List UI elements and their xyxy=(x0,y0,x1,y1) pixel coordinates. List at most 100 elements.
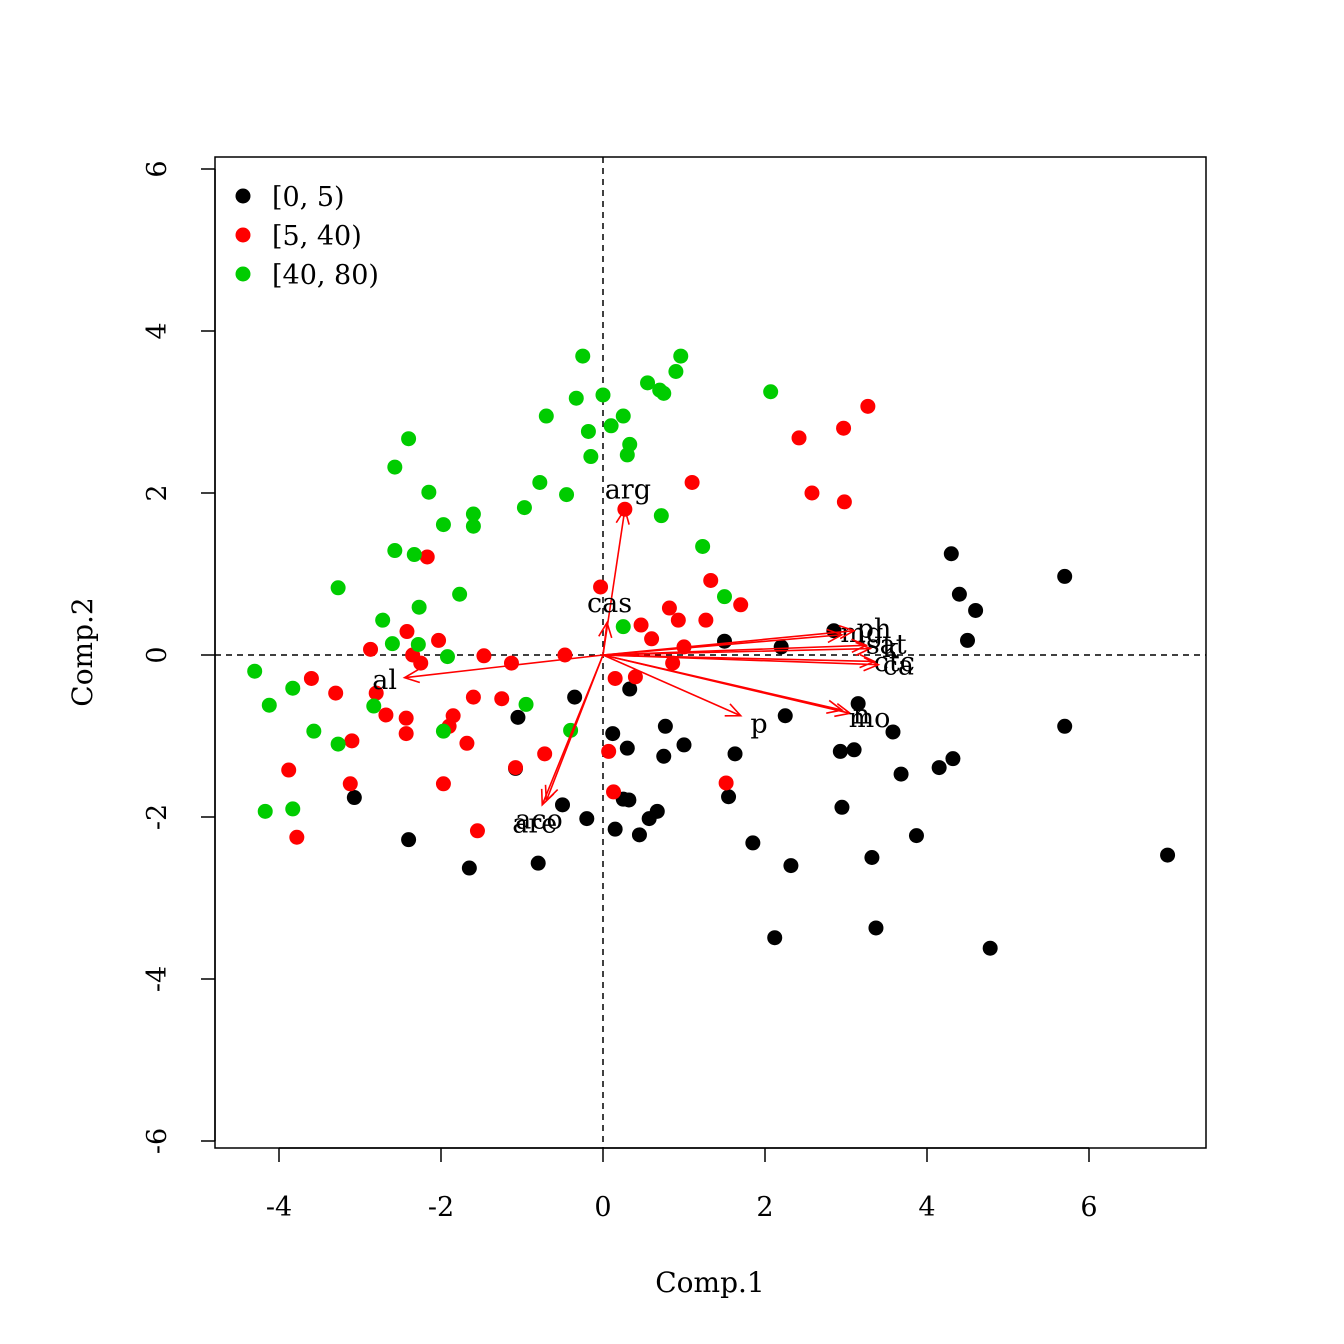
data-point-series-3 xyxy=(656,385,672,401)
data-point-series-3 xyxy=(247,663,263,679)
loading-arrowhead-n xyxy=(826,699,844,714)
loading-arrowhead-ph xyxy=(838,624,857,640)
data-point-series-3 xyxy=(532,474,548,490)
data-point-series-1 xyxy=(943,546,959,562)
y-tick-label: -4 xyxy=(142,966,173,992)
y-tick-label: -6 xyxy=(142,1128,173,1154)
data-point-series-1 xyxy=(1057,568,1073,584)
data-point-series-1 xyxy=(401,832,417,848)
data-point-series-3 xyxy=(465,518,481,534)
data-point-series-2 xyxy=(791,430,807,446)
data-point-series-1 xyxy=(885,724,901,740)
loading-arrowhead-ctc xyxy=(859,653,877,669)
loading-arrowhead-al xyxy=(402,668,421,684)
loading-arrowhead-cas xyxy=(598,620,613,639)
data-point-series-2 xyxy=(661,600,677,616)
loading-arrow-al xyxy=(404,654,604,679)
data-point-series-2 xyxy=(398,726,414,742)
data-point-series-3 xyxy=(375,612,391,628)
data-point-series-2 xyxy=(303,670,319,686)
data-point-series-2 xyxy=(537,746,553,762)
data-point-series-1 xyxy=(727,746,743,762)
data-point-series-2 xyxy=(368,685,384,701)
loading-arrowhead-are xyxy=(540,788,555,807)
x-tick-label: 4 xyxy=(918,1192,935,1223)
loading-arrow-n xyxy=(602,654,843,711)
data-point-series-1 xyxy=(777,708,793,724)
data-point-series-3 xyxy=(387,459,403,475)
data-point-series-1 xyxy=(567,689,583,705)
data-point-series-2 xyxy=(469,823,485,839)
data-point-series-3 xyxy=(518,696,534,712)
data-point-series-3 xyxy=(406,547,422,563)
loading-arrow-sat xyxy=(602,644,867,656)
data-point-series-2 xyxy=(606,784,622,800)
data-point-series-3 xyxy=(366,698,382,714)
data-point-series-2 xyxy=(804,485,820,501)
legend-label: [5, 40) xyxy=(272,221,362,252)
data-point-series-3 xyxy=(538,408,554,424)
data-point-series-3 xyxy=(516,500,532,516)
data-point-series-3 xyxy=(285,801,301,817)
data-point-series-2 xyxy=(607,670,623,686)
data-point-series-1 xyxy=(846,742,862,758)
loading-label-ca: ca xyxy=(883,650,914,681)
data-point-series-3 xyxy=(559,487,575,503)
data-point-series-1 xyxy=(619,740,635,756)
data-point-series-1 xyxy=(868,920,884,936)
data-point-series-2 xyxy=(398,710,414,726)
data-point-series-1 xyxy=(579,811,595,827)
data-point-series-2 xyxy=(281,762,297,778)
data-point-series-1 xyxy=(721,789,737,805)
data-point-series-2 xyxy=(419,549,435,565)
data-point-series-1 xyxy=(832,743,848,759)
data-point-series-2 xyxy=(627,669,643,685)
loading-arrowhead-p xyxy=(724,703,743,717)
data-point-series-1 xyxy=(893,766,909,782)
data-point-series-1 xyxy=(745,835,761,851)
data-point-series-2 xyxy=(665,655,681,671)
data-point-series-2 xyxy=(413,655,429,671)
data-point-series-1 xyxy=(931,760,947,776)
data-point-series-2 xyxy=(494,691,510,707)
data-point-series-3 xyxy=(615,408,631,424)
data-point-series-1 xyxy=(622,681,638,697)
loading-label-sat: sat xyxy=(866,630,907,661)
loading-arrowhead-sat xyxy=(851,638,869,654)
data-point-series-3 xyxy=(435,723,451,739)
data-point-series-1 xyxy=(767,930,783,946)
data-point-series-1 xyxy=(717,633,732,649)
data-point-series-1 xyxy=(783,858,799,874)
loading-label-arg: arg xyxy=(605,474,651,505)
data-point-series-2 xyxy=(328,685,344,701)
loading-arrowhead-mg xyxy=(826,628,844,644)
data-point-series-2 xyxy=(836,494,852,510)
data-point-series-2 xyxy=(342,776,358,792)
x-tick-label: -2 xyxy=(428,1192,454,1223)
data-point-series-1 xyxy=(834,799,850,815)
data-point-series-2 xyxy=(435,776,451,792)
data-point-series-1 xyxy=(1160,847,1176,863)
loading-label-aco: aco xyxy=(515,804,562,835)
data-point-series-1 xyxy=(656,748,672,764)
loading-arrow-ca xyxy=(602,654,879,666)
data-point-series-3 xyxy=(435,517,451,533)
data-point-series-2 xyxy=(508,760,524,776)
loading-label-ctc: ctc xyxy=(874,647,915,678)
loading-label-cas: cas xyxy=(587,588,632,619)
data-point-series-2 xyxy=(465,689,481,705)
data-point-series-1 xyxy=(850,696,866,712)
y-axis-title: Comp.2 xyxy=(66,597,99,706)
data-point-series-3 xyxy=(410,636,426,652)
data-point-series-2 xyxy=(363,641,379,657)
data-point-series-1 xyxy=(607,821,623,837)
loading-arrowhead-mo xyxy=(834,702,852,718)
legend-marker xyxy=(235,266,251,282)
scatter-points xyxy=(247,348,1176,956)
data-point-series-3 xyxy=(580,423,596,439)
data-point-series-2 xyxy=(684,474,700,490)
data-point-series-3 xyxy=(285,680,301,696)
data-point-series-2 xyxy=(431,632,447,648)
